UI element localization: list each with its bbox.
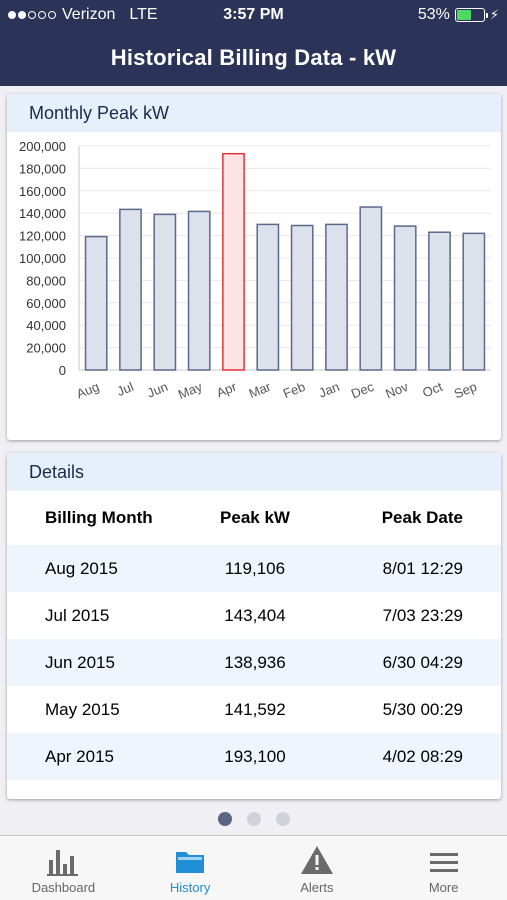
x-tick-label: Nov: [383, 379, 411, 402]
cell-peak-date: 8/01 12:29: [382, 558, 463, 578]
bar-aug[interactable]: [84, 235, 108, 371]
x-tick-label: Aug: [74, 379, 101, 402]
y-tick-label: 140,000: [19, 206, 66, 221]
battery-info: 53% ⚡: [418, 6, 499, 24]
cell-peak-date: 5/30 00:29: [382, 699, 463, 719]
cell-billing-month: May 2015: [45, 699, 120, 719]
battery-percent: 53%: [417, 6, 450, 23]
status-time: 3:57 PM: [223, 6, 284, 23]
x-tick-label: Feb: [281, 379, 307, 401]
column-header-billing-month: Billing Month: [45, 508, 153, 527]
bar-may[interactable]: [187, 210, 211, 371]
network-type: LTE: [129, 6, 158, 23]
x-tick-label: Jul: [115, 379, 136, 399]
table-row[interactable]: May 2015 141,592 5/30 00:29: [7, 686, 501, 733]
cell-peak-date: 7/03 23:29: [382, 605, 463, 625]
bar-jun[interactable]: [153, 213, 177, 371]
warning-icon: [300, 846, 333, 874]
bar-mar[interactable]: [256, 223, 280, 371]
tab-bar: Dashboard History Alerts More: [0, 835, 507, 900]
tab-history[interactable]: History: [127, 836, 254, 900]
y-tick-label: 20,000: [26, 341, 66, 356]
bar-dec[interactable]: [359, 206, 383, 371]
bar-nov[interactable]: [393, 225, 417, 371]
bar-apr[interactable]: [222, 152, 245, 371]
cell-peak-kw: 193,100: [224, 746, 286, 766]
y-tick-label: 120,000: [19, 229, 66, 244]
cell-peak-date: 6/30 04:29: [382, 652, 463, 672]
tab-more[interactable]: More: [380, 836, 507, 900]
bar-sep[interactable]: [462, 232, 486, 371]
column-header-peak-date: Peak Date: [381, 508, 463, 527]
page-dot[interactable]: [246, 812, 261, 826]
tab-label: History: [169, 880, 211, 895]
carrier-info: Verizon LTE: [8, 6, 158, 24]
monthly-peak-card: Monthly Peak kW 200,000 180,000 160,000 140…: [7, 94, 501, 440]
x-tick-label: Sep: [452, 379, 479, 402]
details-card: Details Billing Month Peak kW Peak Date …: [7, 453, 501, 799]
x-tick-label: Jan: [317, 379, 342, 401]
y-tick-label: 100,000: [19, 251, 66, 266]
table-row[interactable]: Jun 2015 138,936 6/30 04:29: [7, 639, 501, 686]
tab-dashboard[interactable]: Dashboard: [0, 836, 127, 900]
table-row[interactable]: Apr 2015 193,100 4/02 08:29: [7, 733, 501, 780]
cell-peak-date: 4/02 08:29: [382, 746, 463, 766]
cell-peak-kw: 138,936: [224, 652, 286, 672]
bar-jan[interactable]: [325, 223, 348, 371]
chart-card-header: Monthly Peak kW: [7, 94, 501, 132]
signal-strength-icon: [8, 11, 56, 19]
cell-billing-month: Apr 2015: [45, 746, 114, 766]
details-table-header: Billing Month Peak kW Peak Date: [7, 491, 501, 545]
table-row[interactable]: Aug 2015 119,106 8/01 12:29: [7, 545, 501, 592]
page-dot[interactable]: [275, 812, 290, 826]
page-title: Historical Billing Data - kW: [110, 45, 397, 70]
x-tick-label: Apr: [214, 379, 239, 401]
navigation-bar: Historical Billing Data - kW: [0, 30, 507, 86]
y-tick-label: 80,000: [26, 273, 66, 288]
cell-billing-month: Jun 2015: [45, 652, 115, 672]
carrier-name: Verizon: [62, 6, 116, 23]
details-card-title: Details: [29, 461, 85, 482]
status-bar: Verizon LTE 3:57 PM 53% ⚡: [0, 0, 507, 30]
bar-jul[interactable]: [119, 208, 142, 371]
tab-alerts[interactable]: Alerts: [254, 836, 381, 900]
chart-card-title: Monthly Peak kW: [29, 102, 170, 123]
cell-billing-month: Jul 2015: [45, 605, 110, 625]
y-tick-label: 200,000: [19, 139, 66, 154]
bar-oct[interactable]: [428, 231, 451, 371]
bar-chart-icon: [47, 850, 79, 876]
page-dot[interactable]: [217, 812, 232, 826]
tab-label: Dashboard: [31, 880, 96, 895]
monthly-peak-chart: 200,000 180,000 160,000 140,000 120,000 100,0…: [19, 139, 491, 402]
cell-peak-kw: 119,106: [224, 558, 286, 578]
page-indicator[interactable]: [0, 812, 507, 826]
y-tick-label: 180,000: [19, 161, 66, 176]
cell-billing-month: Aug 2015: [45, 558, 118, 578]
y-tick-label: 60,000: [26, 296, 66, 311]
x-tick-label: Oct: [420, 379, 445, 401]
y-tick-label: 40,000: [26, 318, 66, 333]
battery-icon: [454, 8, 488, 22]
menu-icon: [429, 853, 458, 872]
x-tick-label: May: [176, 379, 205, 402]
tab-label: Alerts: [300, 880, 334, 895]
details-card-header: Details: [7, 453, 501, 491]
cell-peak-kw: 143,404: [224, 605, 286, 625]
column-header-peak-kw: Peak kW: [220, 508, 290, 527]
x-tick-label: Dec: [349, 379, 377, 402]
cell-peak-kw: 141,592: [224, 699, 286, 719]
y-tick-label: 160,000: [19, 184, 66, 199]
y-tick-label: 0: [59, 363, 66, 378]
x-tick-label: Mar: [247, 379, 274, 402]
folder-icon: [176, 852, 205, 873]
charging-bolt-icon: ⚡: [489, 7, 499, 22]
table-row[interactable]: Jul 2015 143,404 7/03 23:29: [7, 592, 501, 639]
bar-feb[interactable]: [290, 224, 314, 371]
x-tick-label: Jun: [145, 379, 170, 401]
tab-label: More: [428, 880, 459, 895]
